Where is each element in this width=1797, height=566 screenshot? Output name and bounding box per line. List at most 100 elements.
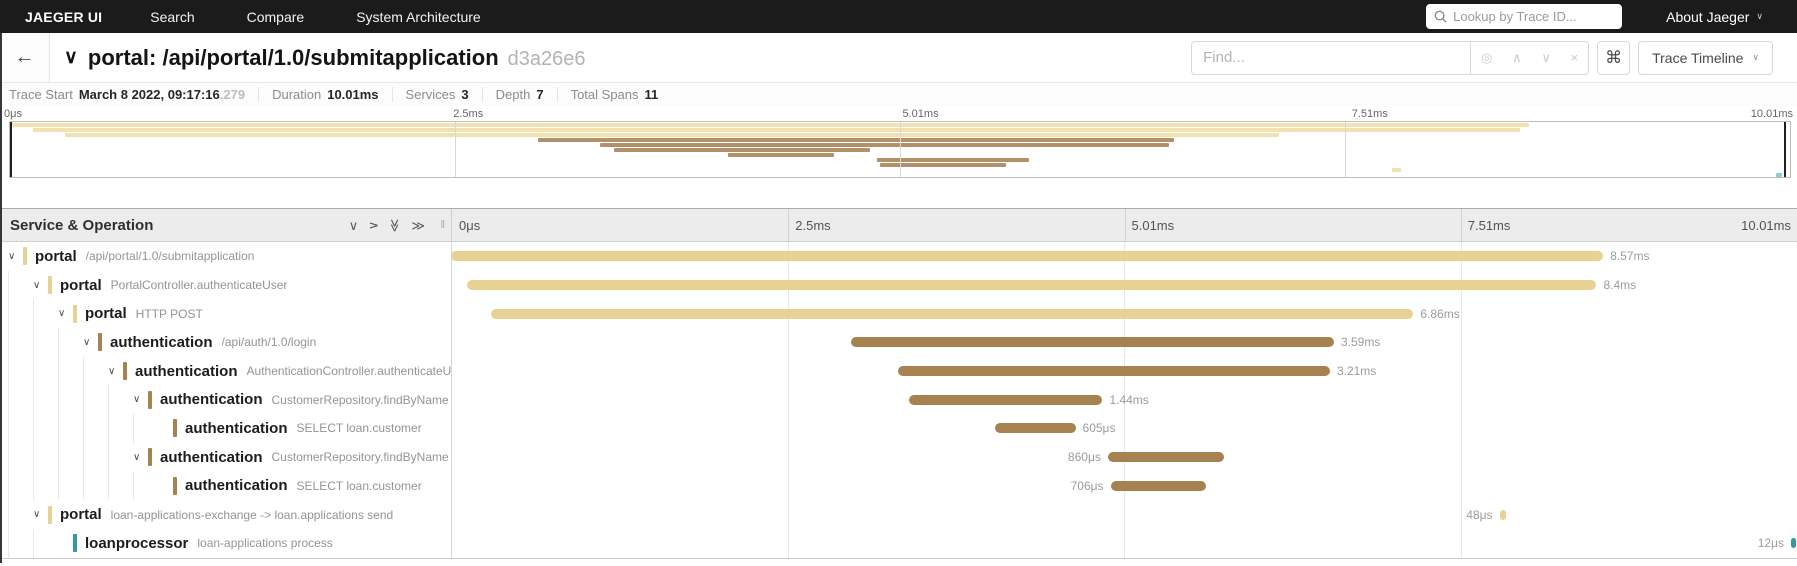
row-chevron-down-icon[interactable]: ∨ (108, 365, 116, 377)
span-row[interactable]: loanprocessor loan-applications process 1… (0, 528, 1797, 558)
span-row[interactable]: ∨ authentication CustomerRepository.findBy… (0, 442, 1797, 472)
span-name-cell[interactable]: authentication SELECT loan.customer (0, 414, 451, 443)
operation-name: /api/portal/1.0/submitapplication (85, 249, 255, 264)
span-row[interactable]: ∨ authentication AuthenticationController.… (0, 356, 1797, 386)
gridline (787, 242, 789, 558)
nav-item-system-architecture[interactable]: System Architecture (356, 8, 481, 25)
trace-view-selector[interactable]: Trace Timeline ∨ (1638, 40, 1773, 75)
span-row[interactable]: ∨ portal PortalController.authenticateUser… (0, 270, 1797, 300)
span-duration-bar[interactable] (1110, 480, 1207, 491)
column-divider[interactable] (451, 242, 452, 558)
indent-guide (33, 299, 58, 329)
span-name-cell[interactable]: loanprocessor loan-applications process (0, 528, 451, 558)
tick-label: 7.51ms (1467, 218, 1511, 233)
tick-label: 5.01ms (1131, 218, 1175, 233)
trace-id-search-input[interactable] (1453, 9, 1604, 24)
indent-guide (33, 414, 58, 443)
span-duration-bar[interactable] (467, 280, 1597, 291)
span-name-cell[interactable]: ∨ authentication AuthenticationController.… (0, 356, 451, 386)
span-row[interactable]: authentication SELECT loan.customer 605μs (0, 414, 1797, 443)
span-name-cell[interactable]: ∨ authentication CustomerRepository.findBy… (0, 385, 451, 415)
row-chevron-down-icon[interactable]: ∨ (33, 509, 41, 521)
row-chevron-down-icon[interactable]: ∨ (33, 279, 41, 291)
indent-guide (33, 442, 58, 472)
span-bar-cell: 706μs (451, 472, 1797, 501)
summary-value: 3 (461, 87, 469, 102)
span-row[interactable]: ∨ portal HTTP POST 6.86ms (0, 299, 1797, 329)
indent-guide (8, 442, 33, 472)
span-name-cell[interactable]: ∨ portal HTTP POST (0, 299, 451, 329)
span-row[interactable]: ∨ authentication CustomerRepository.findBy… (0, 385, 1797, 415)
collapse-trace-chevron-icon[interactable]: ∨ (64, 47, 78, 68)
span-duration-bar[interactable] (1107, 452, 1224, 463)
next-match-icon[interactable]: ∨ (1541, 49, 1551, 65)
span-name-cell[interactable]: ∨ portal loan-applications-exchange -> loa… (0, 500, 451, 529)
trace-id-search[interactable] (1426, 4, 1623, 29)
indent-guide (8, 356, 33, 386)
span-duration-bar[interactable] (897, 366, 1330, 377)
summary-label: Services (405, 87, 456, 102)
span-duration-bar[interactable] (451, 251, 1604, 262)
row-chevron-down-icon[interactable]: ∨ (83, 336, 91, 348)
clear-find-icon[interactable]: × (1570, 50, 1579, 65)
span-row[interactable]: ∨ authentication/api/auth/1.0/login 3.59m… (0, 328, 1797, 357)
span-row[interactable]: authentication SELECT loan.customer 706μs (0, 471, 1797, 501)
keyboard-shortcuts-button[interactable]: ⌘ (1597, 40, 1631, 75)
expand-one-icon[interactable]: ∨ (365, 220, 381, 230)
gridline (1345, 122, 1346, 177)
indent-guide (58, 414, 83, 443)
about-jaeger-menu[interactable]: About Jaeger ∨ (1666, 9, 1763, 25)
service-color-strip (48, 276, 52, 295)
column-resize-grip[interactable]: ‖ (440, 219, 445, 231)
trace-title[interactable]: portal: /api/portal/1.0/submitapplicatio… (88, 45, 586, 71)
row-chevron-down-icon[interactable]: ∨ (58, 308, 66, 320)
minimap-left-handle[interactable] (10, 122, 12, 177)
minimap-spans (12, 122, 1784, 177)
app-logo[interactable]: JAEGER UI (25, 8, 103, 25)
span-bar-cell: 605μs (451, 414, 1797, 443)
trace-minimap[interactable] (9, 121, 1791, 178)
indent-guide (58, 328, 83, 357)
service-name: authentication (185, 477, 288, 495)
nav-item-search[interactable]: Search (150, 8, 195, 25)
nav-item-compare[interactable]: Compare (246, 8, 305, 25)
back-button[interactable]: ← (0, 33, 50, 82)
indent-guide (83, 471, 108, 501)
span-name-cell[interactable]: ∨ portal PortalController.authenticateUser (0, 270, 451, 300)
span-duration-bar[interactable] (994, 423, 1076, 434)
span-row[interactable]: ∨ portal/api/portal/1.0/submitapplication… (0, 242, 1797, 271)
row-chevron-down-icon[interactable]: ∨ (133, 394, 141, 406)
chevron-down-icon: ∨ (1752, 52, 1759, 62)
service-name: portal (85, 305, 127, 323)
tick-label: 10.01ms (1750, 108, 1793, 120)
service-name: authentication (160, 391, 263, 409)
gridline (788, 209, 790, 241)
summary-label: Duration (272, 87, 322, 102)
span-row[interactable]: ∨ portal loan-applications-exchange -> loa… (0, 500, 1797, 529)
span-duration-label: 8.4ms (1603, 278, 1637, 293)
minimap-right-handle[interactable] (1784, 122, 1786, 177)
span-duration-label: 860μs (1067, 450, 1101, 465)
service-color-strip (123, 362, 127, 381)
window-left-edge (0, 33, 2, 563)
collapse-all-icon[interactable]: ≫ (387, 218, 403, 232)
collapse-one-icon[interactable]: ∨ (348, 217, 359, 233)
span-name-cell[interactable]: ∨ authentication CustomerRepository.findBy… (0, 442, 451, 472)
span-duration-bar[interactable] (1499, 509, 1507, 520)
span-name-cell[interactable]: ∨ authentication/api/auth/1.0/login (0, 328, 451, 357)
row-chevron-down-icon[interactable]: ∨ (8, 250, 16, 262)
prev-match-icon[interactable]: ∧ (1512, 49, 1522, 65)
service-color-strip (148, 448, 152, 467)
span-duration-bar[interactable] (908, 394, 1103, 405)
span-duration-bar[interactable] (1790, 538, 1796, 549)
service-name: portal (60, 276, 102, 294)
row-chevron-down-icon[interactable]: ∨ (133, 451, 141, 463)
span-duration-bar[interactable] (491, 308, 1414, 319)
find-input[interactable] (1191, 40, 1472, 75)
span-name-cell[interactable]: ∨ portal/api/portal/1.0/submitapplication (0, 242, 451, 271)
focus-match-icon[interactable]: ◎ (1480, 49, 1493, 65)
expand-all-icon[interactable]: ≫ (411, 217, 425, 233)
span-duration-bar[interactable] (850, 337, 1334, 348)
span-name-cell[interactable]: authentication SELECT loan.customer (0, 471, 451, 501)
tick-label: 0μs (459, 218, 481, 233)
